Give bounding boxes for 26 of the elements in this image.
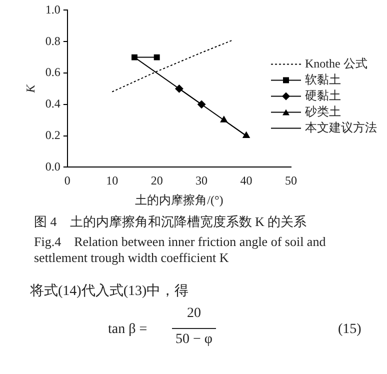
x-axis-title: 土的内摩擦角/(°) — [135, 192, 224, 207]
y-tick-label: 0.0 — [45, 159, 60, 174]
text: 50 − φ — [174, 332, 214, 348]
y-tick-label: 0.8 — [45, 34, 60, 48]
y-tick-label: 0.4 — [45, 96, 60, 111]
x-tick-label: 20 — [150, 174, 163, 188]
text: (15) — [338, 322, 362, 338]
legend-label: 软黏土 — [305, 72, 341, 86]
x-tick-label: 50 — [285, 174, 297, 188]
text: 20 — [186, 306, 202, 322]
text: tan β = — [108, 322, 148, 338]
y-tick-label: 1.0 — [45, 2, 60, 16]
x-tick-label: 0 — [64, 174, 70, 188]
x-tick-label: 40 — [240, 174, 252, 188]
x-tick-label: 30 — [196, 174, 208, 188]
y-tick-label: 0.6 — [45, 65, 60, 80]
caption: Fig.4 Relation between inner friction angle of soil and settlement trough width coefficient K — [34, 234, 327, 266]
legend-label: 本文建议方法 — [305, 120, 377, 134]
text: 将式(14)代入式(13)中，得 — [30, 284, 189, 300]
y-axis-title: K — [23, 84, 38, 94]
x-tick-label: 10 — [106, 174, 118, 188]
legend-label: Knothe 公式 — [305, 56, 368, 70]
caption: 图 4 土的内摩擦角和沉降槽宽度系数 K 的关系 — [34, 214, 307, 230]
legend-label: 硬黏土 — [305, 88, 341, 102]
y-tick-label: 0.2 — [45, 128, 60, 142]
legend-label: 砂类土 — [304, 104, 341, 118]
